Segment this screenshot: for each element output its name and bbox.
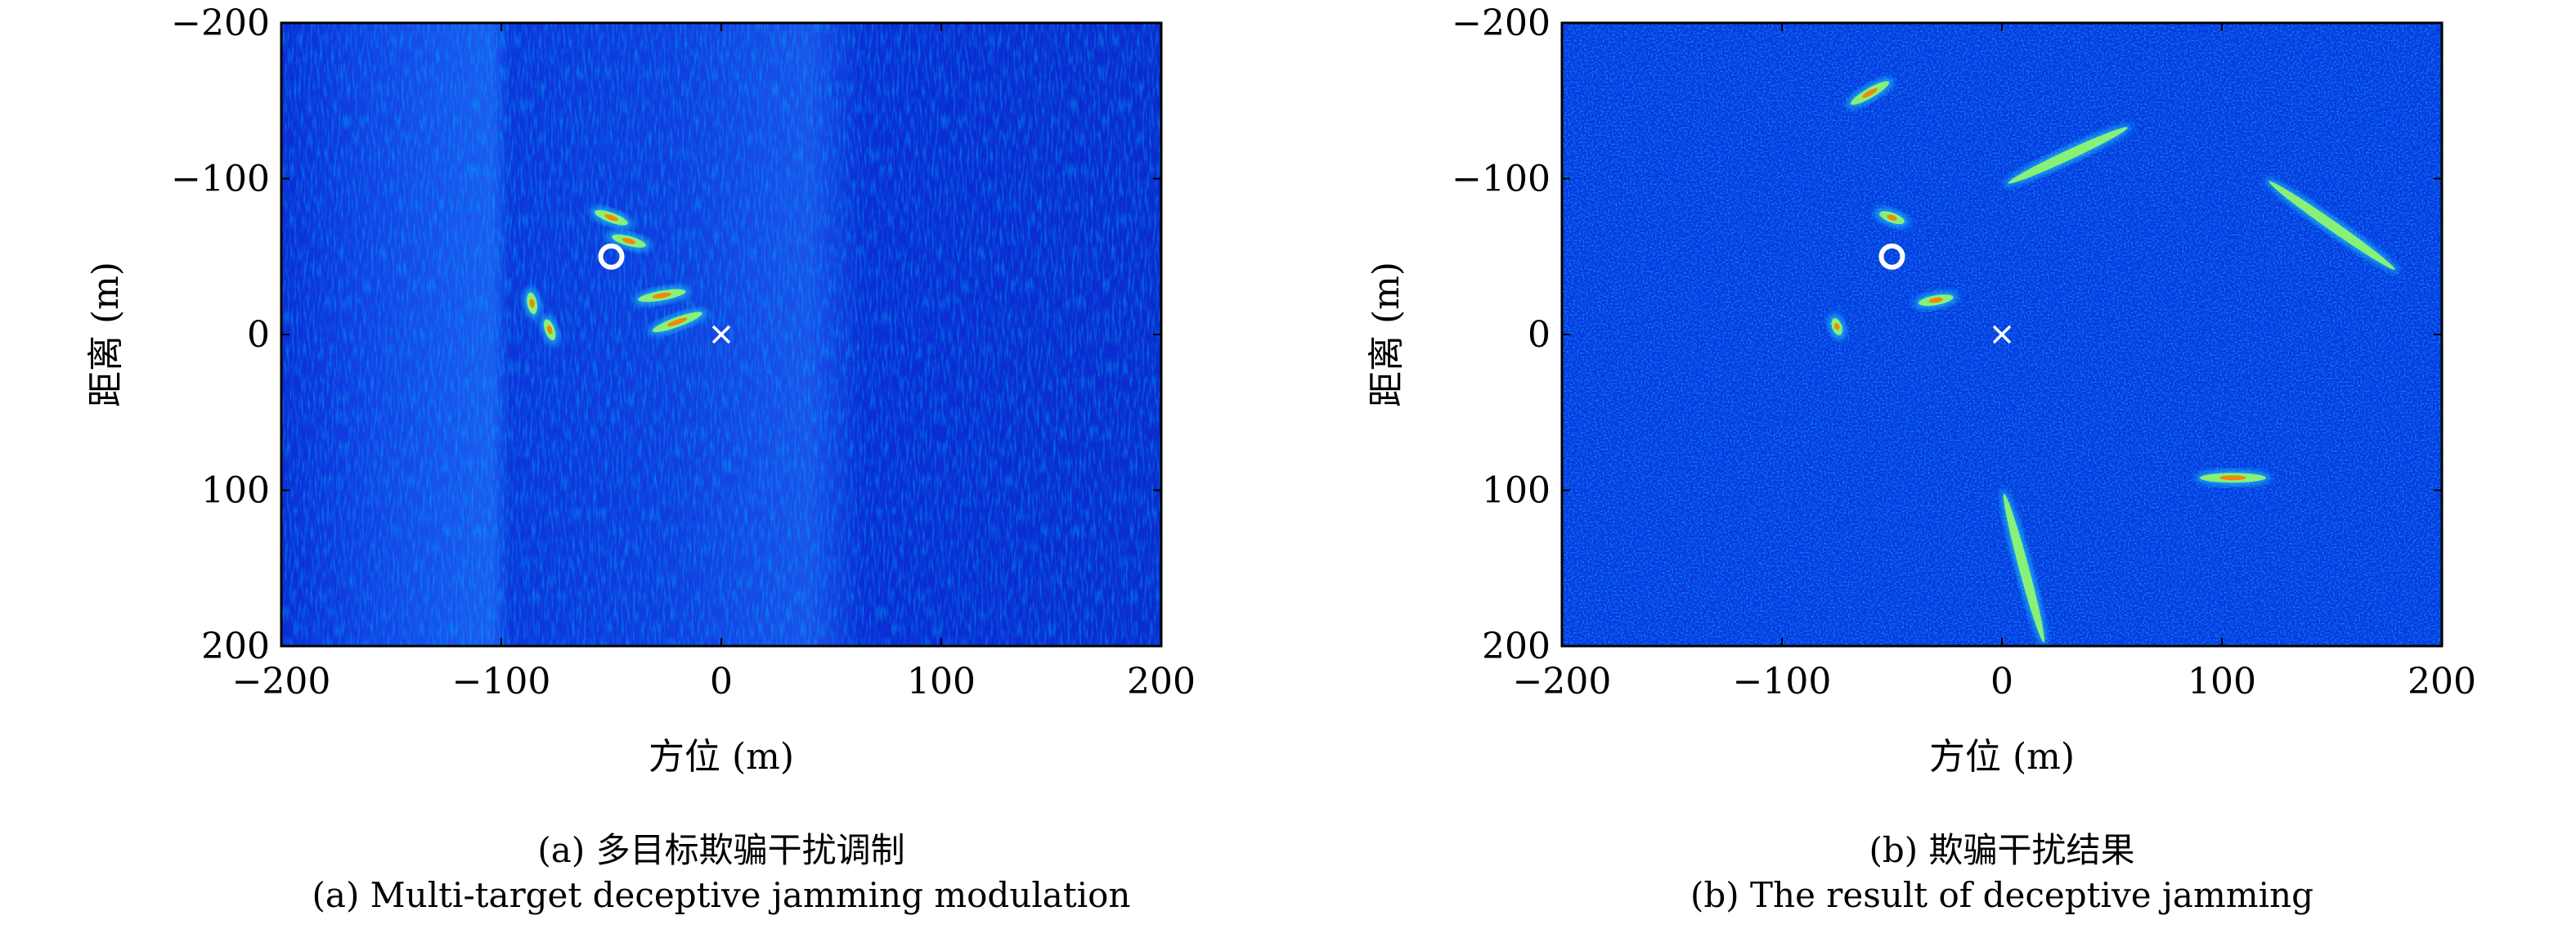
bright-region-peak [546, 325, 553, 334]
x-axis-label: 方位 (m) [648, 736, 794, 778]
y-axis-label: 距离 (m) [1366, 262, 1407, 407]
y-tick-label: 0 [1528, 314, 1551, 356]
bright-region-core [2003, 493, 2044, 643]
y-tick-label: 100 [201, 470, 270, 512]
x-tick-label: 0 [1990, 661, 2013, 702]
y-tick-label: 100 [1482, 470, 1551, 512]
x-tick-label: 100 [907, 661, 976, 702]
x-marker [1992, 325, 2012, 344]
x-axis-label: 方位 (m) [1929, 736, 2075, 778]
caption-a-english: (a) Multi-target deceptive jamming modul… [312, 875, 1131, 915]
bright-region-peak [667, 317, 688, 326]
bright-region-peak [2219, 475, 2246, 481]
bright-region-peak [622, 238, 636, 245]
bright-region [1846, 78, 1894, 109]
y-tick-label: 0 [247, 314, 270, 356]
x-tick-label: −200 [1513, 661, 1612, 702]
bright-region [2264, 177, 2399, 273]
bright-region [2004, 124, 2133, 186]
bright-region [1828, 313, 1847, 340]
x-tick-label: 200 [1127, 661, 1196, 702]
bright-region-peak [1834, 323, 1840, 330]
bright-region [607, 231, 651, 251]
x-tick-label: −200 [232, 661, 331, 702]
bright-region [523, 287, 541, 320]
bright-region [540, 314, 559, 345]
caption-b-english: (b) The result of deceptive jamming [1690, 875, 2313, 915]
x-tick-label: −100 [452, 661, 551, 702]
bright-region-peak [1862, 88, 1878, 98]
bright-region-peak [1887, 214, 1897, 221]
bright-region [2001, 488, 2047, 648]
bright-region-peak [604, 214, 618, 222]
y-tick-label: −200 [1452, 2, 1551, 44]
x-tick-label: 100 [2188, 661, 2256, 702]
bright-region-peak [652, 292, 672, 298]
bright-region [2195, 469, 2271, 487]
y-tick-label: −100 [1452, 159, 1551, 200]
x-tick-label: 0 [710, 661, 733, 702]
y-tick-label: −200 [171, 2, 270, 44]
x-marker [711, 325, 731, 344]
bright-region [1914, 291, 1959, 310]
bright-region-core [2269, 181, 2395, 270]
x-tick-label: −100 [1733, 661, 1832, 702]
bright-region [590, 206, 633, 229]
x-tick-label: 200 [2408, 661, 2476, 702]
bright-region-peak [1928, 297, 1943, 303]
bright-region-core [2008, 127, 2128, 184]
bright-region [648, 308, 707, 335]
y-tick-label: −100 [171, 159, 270, 200]
caption-b-chinese: (b) 欺骗干扰结果 [1869, 830, 2135, 870]
circle-marker [1878, 243, 1905, 270]
bright-region [633, 285, 691, 306]
y-axis-label: 距离 (m) [85, 262, 127, 407]
caption-a-chinese: (a) 多目标欺骗干扰调制 [537, 830, 905, 870]
circle-marker [598, 243, 625, 270]
y-tick-label: 200 [1482, 626, 1551, 667]
bright-region [1874, 208, 1910, 228]
y-tick-label: 200 [201, 626, 270, 667]
bright-region-peak [529, 298, 535, 308]
